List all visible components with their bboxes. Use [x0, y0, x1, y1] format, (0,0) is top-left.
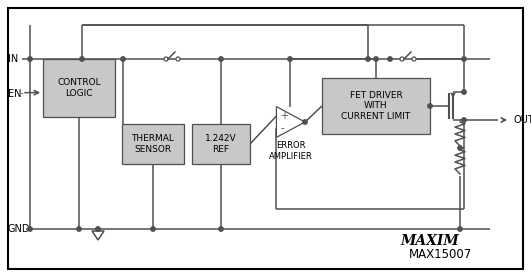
Text: GND: GND: [8, 224, 30, 234]
Circle shape: [288, 57, 292, 61]
Circle shape: [462, 90, 466, 94]
Circle shape: [164, 57, 168, 61]
Text: -: -: [280, 123, 284, 133]
Circle shape: [151, 227, 155, 231]
Circle shape: [462, 118, 466, 122]
Circle shape: [28, 57, 32, 61]
Polygon shape: [277, 107, 305, 137]
Circle shape: [462, 57, 466, 61]
Bar: [322, 78, 430, 134]
Circle shape: [28, 227, 32, 231]
Text: IN: IN: [8, 54, 18, 64]
Circle shape: [176, 57, 180, 61]
Text: MAX15007: MAX15007: [408, 248, 472, 261]
Circle shape: [219, 227, 223, 231]
Text: CONTROL
LOGIC: CONTROL LOGIC: [57, 78, 101, 98]
Text: THERMAL
SENSOR: THERMAL SENSOR: [132, 134, 175, 154]
Text: OUT: OUT: [513, 115, 531, 125]
Circle shape: [366, 57, 370, 61]
Bar: [43, 59, 115, 117]
Circle shape: [412, 57, 416, 61]
Circle shape: [80, 57, 84, 61]
Circle shape: [400, 57, 404, 61]
Bar: [192, 124, 250, 164]
Bar: [122, 124, 184, 164]
Circle shape: [219, 57, 223, 61]
Circle shape: [458, 146, 462, 150]
Circle shape: [458, 227, 462, 231]
Polygon shape: [92, 231, 104, 240]
Text: ERROR
AMPLIFIER: ERROR AMPLIFIER: [269, 141, 313, 161]
Text: 1.242V
REF: 1.242V REF: [205, 134, 237, 154]
Text: FET DRIVER
WITH
CURRENT LIMIT: FET DRIVER WITH CURRENT LIMIT: [341, 91, 410, 121]
Circle shape: [121, 57, 125, 61]
Circle shape: [96, 227, 100, 231]
Text: +: +: [280, 111, 288, 121]
Circle shape: [428, 104, 432, 108]
Text: MAXIM: MAXIM: [400, 234, 459, 248]
Circle shape: [388, 57, 392, 61]
Circle shape: [303, 120, 307, 124]
Circle shape: [77, 227, 81, 231]
Text: EN: EN: [8, 89, 21, 99]
Circle shape: [374, 57, 378, 61]
